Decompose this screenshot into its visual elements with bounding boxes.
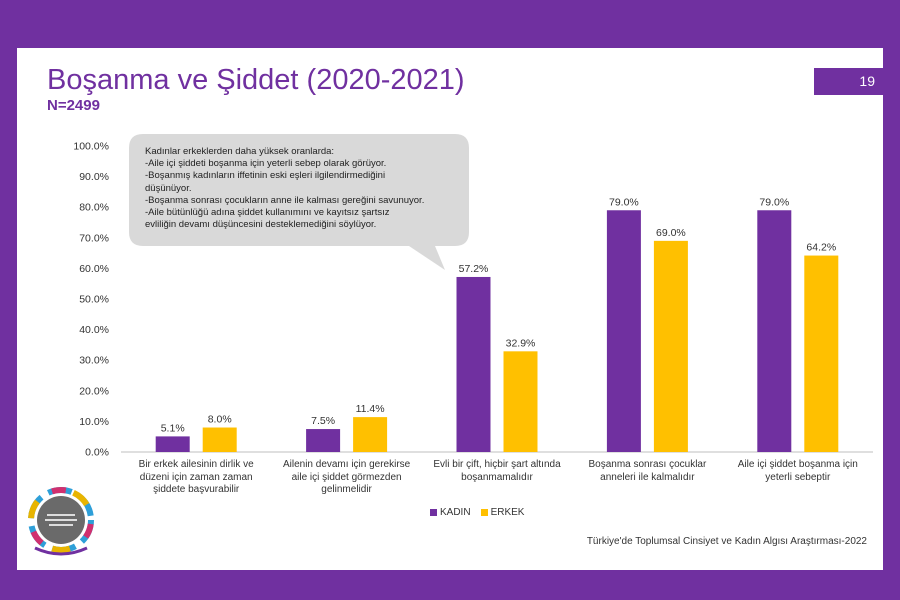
data-label: 32.9%: [506, 337, 536, 349]
callout-line: -Aile bütünlüğü adına şiddet kullanımını…: [145, 207, 390, 219]
legend: KADIN ERKEK: [430, 507, 524, 518]
bar-kadin: [306, 429, 341, 452]
legend-swatch-kadin: [430, 509, 437, 516]
legend-label-kadin: KADIN: [440, 507, 471, 518]
legend-swatch-erkek: [480, 509, 488, 516]
callout-line: evliliğin devamı düşüncesini desteklemed…: [145, 219, 377, 231]
sample-size: N=2499: [47, 97, 100, 114]
bar-erkek: [202, 427, 237, 452]
bar-erkek: [804, 255, 839, 452]
category-label-line: Ailenin devamı için gerekirse: [282, 459, 411, 470]
bar-erkek: [503, 351, 538, 452]
bar-chart: 0.0% 10.0% 20.0% 30.0% 40.0% 50.0% 60.0% 70.0% 8…: [73, 141, 873, 459]
category-label: Ailenin devamı için gerekirse aile içi şi…: [272, 459, 422, 497]
category-label-line: gelinmelidir: [321, 484, 372, 495]
category-label: Evli bir çift, hiçbir şart altında boşanm…: [422, 459, 572, 484]
y-tick-label: 30.0%: [79, 355, 109, 367]
y-tick-label: 0.0%: [85, 447, 109, 459]
data-label: 8.0%: [208, 414, 232, 426]
category-label-line: Evli bir çift, hiçbir şart altında: [433, 459, 561, 470]
y-tick-label: 90.0%: [79, 171, 109, 183]
callout-line: -Boşanmış kadınların iffetinin eski eşle…: [145, 170, 386, 182]
callout-line: -Aile içi şiddeti boşanma için yeterli s…: [145, 158, 387, 170]
y-tick-label: 10.0%: [79, 416, 109, 428]
y-tick-label: 80.0%: [79, 202, 109, 214]
category-label-line: Boşanma sonrası çocuklar: [588, 459, 707, 470]
category-label-line: boşanmamalıdır: [461, 471, 533, 483]
legend-item-kadin: KADIN: [430, 507, 471, 518]
category-label: Aile içi şiddet boşanma için yeterli sebe…: [723, 459, 873, 484]
data-label: 7.5%: [311, 415, 335, 427]
bar-kadin: [757, 210, 792, 452]
category-label-line: şiddete başvurabilir: [153, 484, 240, 495]
callout-bubble: [129, 134, 469, 270]
category-label: Boşanma sonrası çocuklar anneleri ile kal…: [572, 459, 722, 484]
category-label-line: Bir erkek ailesinin dirlik ve: [138, 459, 254, 470]
data-label: 79.0%: [759, 196, 789, 208]
bar-kadin: [606, 210, 641, 452]
category-label-line: yeterli sebeptir: [765, 471, 831, 483]
callout-line: -Boşanma sonrası çocukların anne ile kal…: [145, 194, 425, 206]
bar-erkek: [353, 417, 388, 452]
slide: Boşanma ve Şiddet (2020-2021) N=2499 19 …: [17, 48, 883, 570]
data-label: 79.0%: [609, 196, 639, 208]
research-center-logo-icon: [28, 487, 94, 556]
y-tick-label: 70.0%: [79, 232, 109, 244]
source-note: Türkiye'de Toplumsal Cinsiyet ve Kadın A…: [586, 536, 867, 547]
page-number-badge: 19: [814, 68, 883, 95]
category-label-line: anneleri ile kalmalıdır: [600, 471, 695, 483]
data-label: 64.2%: [806, 242, 836, 254]
data-label: 57.2%: [459, 263, 489, 275]
data-label: 69.0%: [656, 227, 686, 239]
legend-item-erkek: ERKEK: [480, 507, 525, 518]
data-label: 5.1%: [161, 422, 185, 434]
category-label: Bir erkek ailesinin dirlik ve düzeni için…: [121, 459, 271, 497]
callout-line: Kadınlar erkeklerden daha yüksek oranlar…: [145, 146, 335, 157]
y-tick-label: 100.0%: [73, 141, 109, 153]
bar-erkek: [653, 240, 688, 452]
y-tick-label: 40.0%: [79, 324, 109, 336]
data-label: 11.4%: [356, 403, 385, 415]
page-title: Boşanma ve Şiddet (2020-2021): [47, 64, 465, 96]
category-label-line: Aile içi şiddet boşanma için: [737, 459, 858, 470]
bar-kadin: [155, 436, 190, 452]
y-tick-label: 20.0%: [79, 385, 109, 397]
callout-text: Kadınlar erkeklerden daha yüksek oranlar…: [145, 146, 465, 231]
callout-line: düşünüyor.: [145, 182, 192, 194]
y-tick-label: 50.0%: [79, 294, 109, 306]
legend-label-erkek: ERKEK: [490, 507, 525, 518]
category-label-line: aile içi şiddet görmezden: [291, 471, 402, 483]
bar-kadin: [456, 276, 491, 452]
category-label-line: düzeni için zaman zaman: [139, 471, 253, 483]
y-tick-label: 60.0%: [79, 263, 109, 275]
